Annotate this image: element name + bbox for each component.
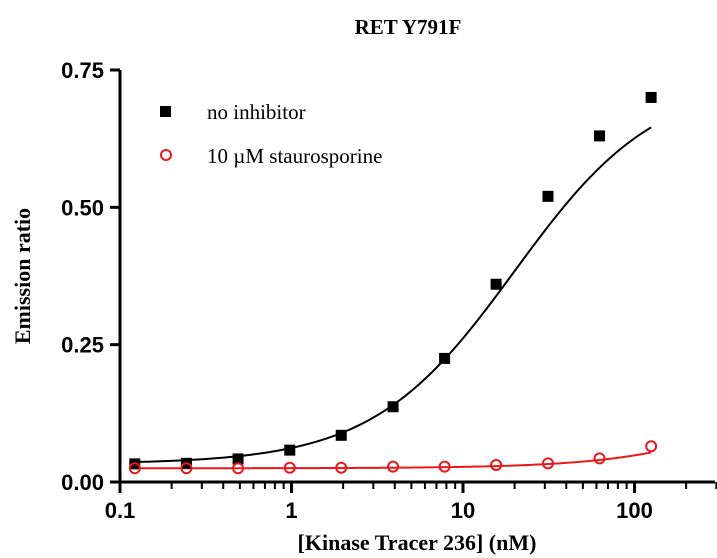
data-point-series-1 <box>646 441 656 451</box>
legend-marker-staurosporine <box>161 150 171 160</box>
x-axis-ticks: 0.1 1 10 100 <box>105 482 717 523</box>
fit-curves <box>135 127 651 468</box>
y-axis-ticks: 0.00 0.25 0.50 0.75 <box>61 58 120 495</box>
data-point-series-0 <box>594 130 605 141</box>
data-point-series-0 <box>491 279 502 290</box>
y-tick-label: 0.25 <box>61 333 104 358</box>
fit-curve-series-1 <box>135 452 651 468</box>
legend-marker-no-inhibitor <box>160 106 171 117</box>
data-point-series-1 <box>594 453 604 463</box>
y-tick-label: 0.75 <box>61 58 104 83</box>
data-point-series-0 <box>646 92 657 103</box>
x-tick-label: 1 <box>285 498 297 523</box>
data-point-series-0 <box>542 191 553 202</box>
legend: no inhibitor 10 µM staurosporine <box>160 100 382 168</box>
data-point-series-0 <box>284 445 295 456</box>
data-point-series-0 <box>388 401 399 412</box>
chart-title: RET Y791F <box>355 15 462 39</box>
legend-label-staurosporine: 10 µM staurosporine <box>207 144 382 168</box>
x-tick-label: 100 <box>616 498 653 523</box>
y-tick-label: 0.00 <box>61 470 104 495</box>
axes <box>119 70 716 482</box>
x-axis-label: [Kinase Tracer 236] (nM) <box>298 530 537 555</box>
data-point-series-0 <box>336 430 347 441</box>
legend-label-no-inhibitor: no inhibitor <box>207 100 306 124</box>
y-tick-label: 0.50 <box>61 195 104 220</box>
data-point-series-0 <box>439 353 450 364</box>
data-point-series-1 <box>491 460 501 470</box>
x-tick-label: 0.1 <box>105 498 136 523</box>
y-axis-label: Emission ratio <box>10 208 35 344</box>
x-tick-label: 10 <box>451 498 475 523</box>
data-point-series-1 <box>388 462 398 472</box>
